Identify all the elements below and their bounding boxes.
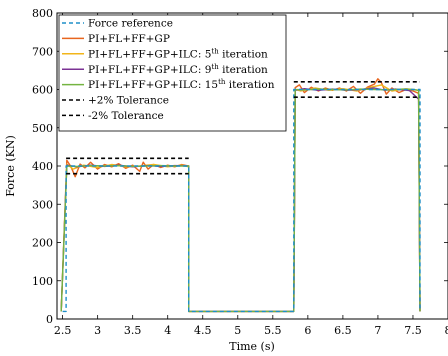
- y-tick-label: 300: [32, 198, 53, 211]
- legend-box: [58, 14, 287, 132]
- x-tick-label: 5.5: [264, 324, 282, 337]
- legend-label: -2% Tolerance: [88, 110, 164, 122]
- x-tick-label: 3.5: [124, 324, 142, 337]
- legend-entry: PI+FL+FF+GP+ILC: 5th iteration: [88, 47, 268, 60]
- x-tick-label: 7.5: [404, 324, 422, 337]
- legend-label: PI+FL+FF+GP+ILC: 9: [88, 64, 211, 76]
- plot-frame: [56, 12, 448, 320]
- x-tick-label: 6.5: [334, 324, 352, 337]
- legend-label: PI+FL+FF+GP+ILC: 15: [88, 79, 218, 91]
- legend-label: PI+FL+FF+GP: [88, 33, 170, 45]
- legend-superscript: th: [211, 47, 219, 55]
- legend-superscript: th: [218, 78, 226, 86]
- y-tick-label: 0: [46, 313, 53, 326]
- y-tick-label: 200: [32, 237, 53, 250]
- series-force-reference: [62, 88, 421, 313]
- x-tick-label: 3: [94, 324, 101, 337]
- legend-suffix: iteration: [219, 48, 268, 60]
- tick-labels: 2.5 3 3.5 4 4.5 5 5.5 6 6.5 7 7.5 8 0 100 200 300 400 500…: [32, 7, 448, 337]
- legend-entry: PI+FL+FF+GP: [88, 33, 170, 45]
- x-tick-label: 2.5: [54, 324, 72, 337]
- legend-superscript: th: [211, 63, 219, 71]
- series-layer: [60, 78, 421, 313]
- y-tick-label: 400: [32, 160, 53, 173]
- x-tick-label: 8: [445, 324, 448, 337]
- x-tick-label: 5: [234, 324, 241, 337]
- legend: Force reference PI+FL+FF+GP PI+FL+FF+GP+IL…: [58, 14, 287, 132]
- legend-entry: +2% Tolerance: [88, 95, 169, 107]
- y-tick-label: 700: [32, 45, 53, 58]
- y-axis-label: Force (KN): [4, 135, 17, 197]
- legend-entry: -2% Tolerance: [88, 110, 164, 122]
- legend-suffix: iteration: [225, 79, 274, 91]
- y-tick-label: 800: [32, 7, 53, 20]
- x-tick-label: 4: [164, 324, 171, 337]
- legend-entry: Force reference: [88, 18, 173, 30]
- legend-entry: PI+FL+FF+GP+ILC: 9th iteration: [88, 63, 268, 76]
- y-tick-label: 500: [32, 122, 53, 135]
- y-tick-label: 100: [32, 275, 53, 288]
- x-tick-label: 4.5: [194, 324, 212, 337]
- x-tick-label: 6: [304, 324, 311, 337]
- x-axis-label: Time (s): [229, 340, 275, 353]
- legend-label: +2% Tolerance: [88, 95, 169, 107]
- legend-label: PI+FL+FF+GP+ILC: 5: [88, 48, 211, 60]
- x-tick-label: 7: [374, 324, 381, 337]
- y-tick-label: 600: [32, 84, 53, 97]
- legend-suffix: iteration: [219, 64, 268, 76]
- legend-entry: PI+FL+FF+GP+ILC: 15th iteration: [88, 78, 275, 91]
- legend-label: Force reference: [88, 18, 173, 30]
